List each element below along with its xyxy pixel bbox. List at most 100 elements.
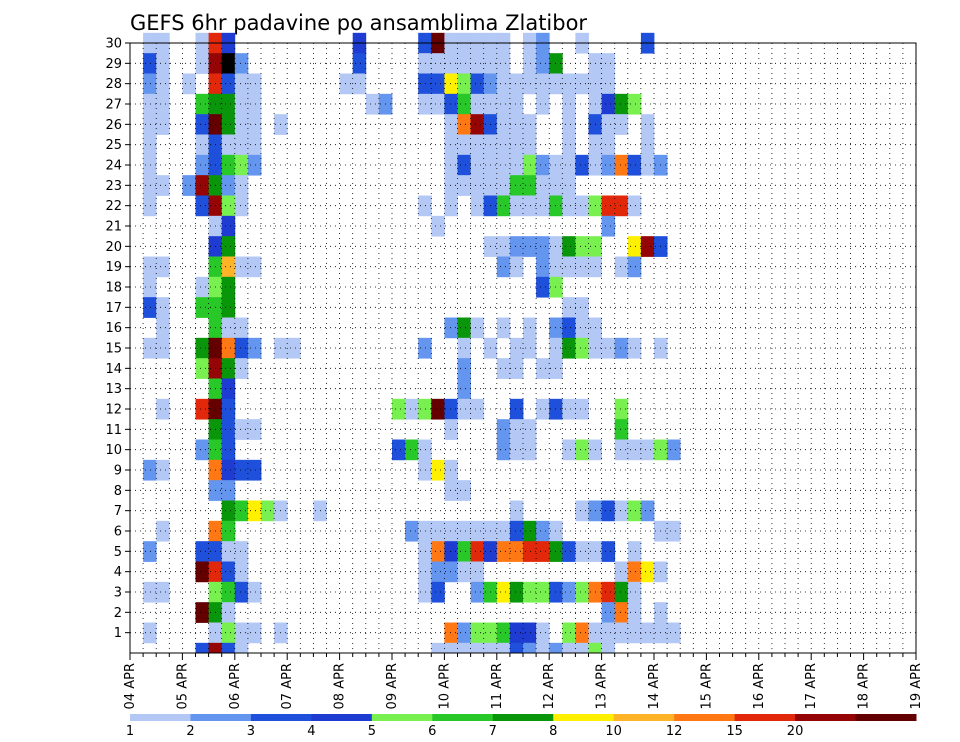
heatmap-cell bbox=[509, 398, 524, 420]
colorbar-swatch bbox=[734, 714, 796, 721]
heatmap-cell bbox=[143, 134, 157, 156]
heatmap-cell bbox=[523, 541, 537, 562]
heatmap-cell bbox=[614, 337, 629, 359]
heatmap-cell bbox=[614, 398, 629, 420]
colorbar-swatch bbox=[855, 714, 917, 721]
heatmap-cell bbox=[601, 337, 616, 359]
heatmap-cell bbox=[431, 53, 445, 74]
colorbar-swatch bbox=[795, 714, 857, 721]
heatmap-cell bbox=[444, 541, 458, 562]
heatmap-cell bbox=[221, 215, 236, 237]
heatmap-cell bbox=[509, 114, 524, 135]
heatmap-cell bbox=[195, 337, 209, 359]
y-tick-label: 6 bbox=[114, 525, 122, 540]
heatmap-cell bbox=[431, 398, 445, 420]
heatmap-cell bbox=[523, 581, 537, 603]
heatmap-cell bbox=[536, 93, 550, 115]
heatmap-cell bbox=[457, 73, 471, 95]
heatmap-cell bbox=[509, 337, 524, 359]
x-tick-label: 14 APR bbox=[647, 663, 662, 709]
heatmap-cell bbox=[496, 114, 511, 135]
heatmap-cell bbox=[601, 154, 616, 176]
heatmap-cell bbox=[536, 175, 550, 196]
heatmap-cell bbox=[614, 195, 629, 217]
heatmap-cell bbox=[418, 93, 432, 115]
heatmap-cell bbox=[457, 358, 471, 379]
heatmap-cell bbox=[470, 520, 485, 542]
heatmap-cell bbox=[496, 175, 511, 196]
heatmap-cell bbox=[523, 53, 537, 74]
heatmap-cell bbox=[247, 154, 262, 176]
heatmap-cell bbox=[247, 622, 262, 644]
colorbar-swatch bbox=[492, 714, 554, 721]
heatmap-cell bbox=[234, 114, 249, 135]
heatmap-cell bbox=[195, 297, 209, 318]
heatmap-cell bbox=[444, 93, 458, 115]
colorbar-swatch bbox=[250, 714, 312, 721]
heatmap-cell bbox=[523, 419, 537, 440]
heatmap-cell bbox=[496, 622, 511, 644]
heatmap-cell bbox=[640, 236, 655, 257]
heatmap-cell bbox=[418, 581, 432, 603]
heatmap-cell bbox=[457, 378, 471, 400]
heatmap-cell bbox=[405, 439, 419, 461]
heatmap-cell bbox=[496, 195, 511, 217]
heatmap-cell bbox=[536, 73, 550, 95]
colorbar-swatch bbox=[674, 714, 736, 721]
heatmap-cell bbox=[418, 520, 432, 542]
heatmap-cell bbox=[221, 175, 236, 196]
colorbar-label: 2 bbox=[186, 724, 194, 739]
colorbar-label: 15 bbox=[726, 724, 743, 739]
heatmap-cell bbox=[601, 195, 616, 217]
heatmap-cell bbox=[614, 93, 629, 115]
heatmap-cell bbox=[614, 439, 629, 461]
heatmap-cell bbox=[509, 581, 524, 603]
y-tick-label: 7 bbox=[114, 504, 122, 519]
heatmap-cell bbox=[562, 256, 576, 278]
heatmap-cell bbox=[444, 398, 458, 420]
heatmap-cell bbox=[470, 561, 485, 583]
heatmap-cell bbox=[640, 154, 655, 176]
heatmap-cell bbox=[575, 256, 589, 278]
heatmap-cell bbox=[143, 256, 157, 278]
heatmap-cell bbox=[247, 337, 262, 359]
y-tick-label: 3 bbox=[114, 586, 122, 601]
heatmap-cell bbox=[523, 154, 537, 176]
x-tick-label: 07 APR bbox=[280, 663, 295, 709]
heatmap-cell bbox=[234, 459, 249, 481]
heatmap-cell bbox=[143, 459, 157, 481]
heatmap-cell bbox=[221, 480, 236, 501]
heatmap-cell bbox=[195, 561, 209, 583]
heatmap-cell bbox=[444, 459, 458, 481]
heatmap-cell bbox=[523, 195, 537, 217]
heatmap-cell bbox=[509, 622, 524, 644]
y-tick-label: 15 bbox=[105, 342, 122, 357]
heatmap-cell bbox=[195, 93, 209, 115]
colorbar-label: 8 bbox=[549, 724, 557, 739]
x-tick-label: 15 APR bbox=[699, 663, 714, 709]
heatmap-cell bbox=[221, 114, 236, 135]
heatmap-cell bbox=[509, 358, 524, 379]
heatmap-cell bbox=[496, 419, 511, 440]
heatmap-cell bbox=[562, 175, 576, 196]
heatmap-cell bbox=[182, 73, 196, 95]
heatmap-cell bbox=[156, 459, 170, 481]
heatmap-cell bbox=[221, 622, 236, 644]
heatmap-cell bbox=[496, 642, 511, 654]
y-tick-label: 22 bbox=[105, 199, 122, 214]
heatmap-cell bbox=[496, 134, 511, 156]
heatmap-cell bbox=[287, 337, 301, 359]
heatmap-cell bbox=[444, 53, 458, 74]
colorbar-swatch bbox=[553, 714, 615, 721]
heatmap-cell bbox=[601, 114, 616, 135]
heatmap-cell bbox=[457, 317, 471, 339]
heatmap-cell bbox=[234, 93, 249, 115]
heatmap-cell bbox=[195, 114, 209, 135]
heatmap-cell bbox=[496, 236, 511, 257]
heatmap-cell bbox=[221, 73, 236, 95]
heatmap-cell bbox=[352, 53, 367, 74]
y-tick-label: 9 bbox=[114, 464, 122, 479]
colorbar-label: 7 bbox=[489, 724, 497, 739]
heatmap-cell bbox=[444, 642, 458, 654]
x-tick-label: 09 APR bbox=[385, 663, 400, 709]
